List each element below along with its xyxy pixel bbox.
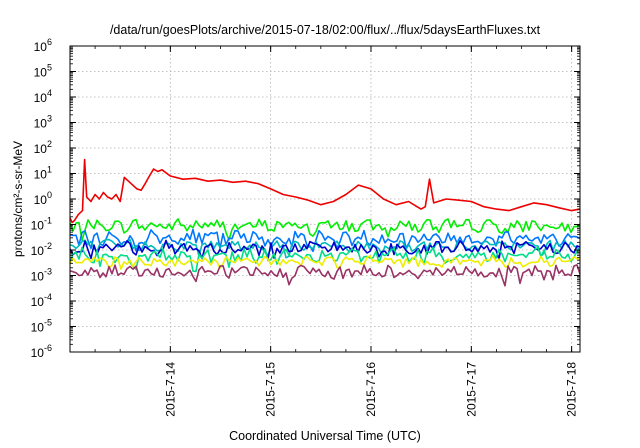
y-tick-label: 105 (34, 63, 52, 80)
x-tick-label: 2015-7-16 (364, 362, 378, 417)
y-tick-exponent: 4 (47, 88, 52, 98)
y-tick-exponent: -2 (44, 241, 52, 251)
series-line-0 (69, 158, 581, 224)
x-tick-label: 2015-7-17 (464, 362, 478, 417)
y-tick-exponent: 0 (47, 190, 52, 200)
y-tick-exponent: 6 (47, 37, 52, 47)
y-tick-label: 100 (34, 190, 52, 207)
y-tick-label: 10-3 (31, 267, 52, 284)
y-tick-label: 10-1 (31, 216, 52, 233)
y-tick-label: 10-5 (31, 318, 52, 335)
x-axis: 2015-7-14 2015-7-15 2015-7-16 2015-7-17 2015… (69, 46, 579, 417)
y-tick-label: 106 (34, 37, 52, 54)
series-layer (69, 158, 581, 287)
series-line-1 (69, 218, 581, 242)
chart-title: /data/run/goesPlots/archive/2015-07-18/0… (110, 23, 541, 37)
y-tick-exponent: 5 (47, 63, 52, 73)
y-tick-exponent: -4 (44, 292, 52, 302)
x-tick-label: 2015-7-14 (163, 362, 177, 417)
y-axis-label: protons/cm²-s-sr-MeV (11, 141, 25, 257)
x-axis-label: Coordinated Universal Time (UTC) (229, 429, 421, 443)
x-tick-label: 2015-7-18 (565, 362, 579, 417)
y-tick-exponent: -5 (44, 318, 52, 328)
series-line-5 (69, 246, 581, 273)
y-tick-label: 10-6 (31, 343, 52, 360)
series-line-7 (69, 264, 581, 287)
y-tick-label: 104 (34, 88, 52, 105)
series-line-2 (69, 228, 581, 253)
y-tick-exponent: 3 (47, 114, 52, 124)
series-line-3 (69, 238, 581, 259)
y-tick-exponent: -3 (44, 267, 52, 277)
y-tick-label: 101 (34, 165, 52, 182)
y-tick-label: 102 (34, 139, 52, 156)
y-tick-label: 10-4 (31, 292, 52, 309)
y-tick-exponent: 1 (47, 165, 52, 175)
y-tick-exponent: 2 (47, 139, 52, 149)
series-line-6 (69, 254, 581, 270)
y-tick-exponent: -6 (44, 343, 52, 353)
y-tick-exponent: -1 (44, 216, 52, 226)
x-tick-label: 2015-7-15 (264, 362, 278, 417)
y-tick-label: 10-2 (31, 241, 52, 258)
y-tick-label: 103 (34, 114, 52, 131)
